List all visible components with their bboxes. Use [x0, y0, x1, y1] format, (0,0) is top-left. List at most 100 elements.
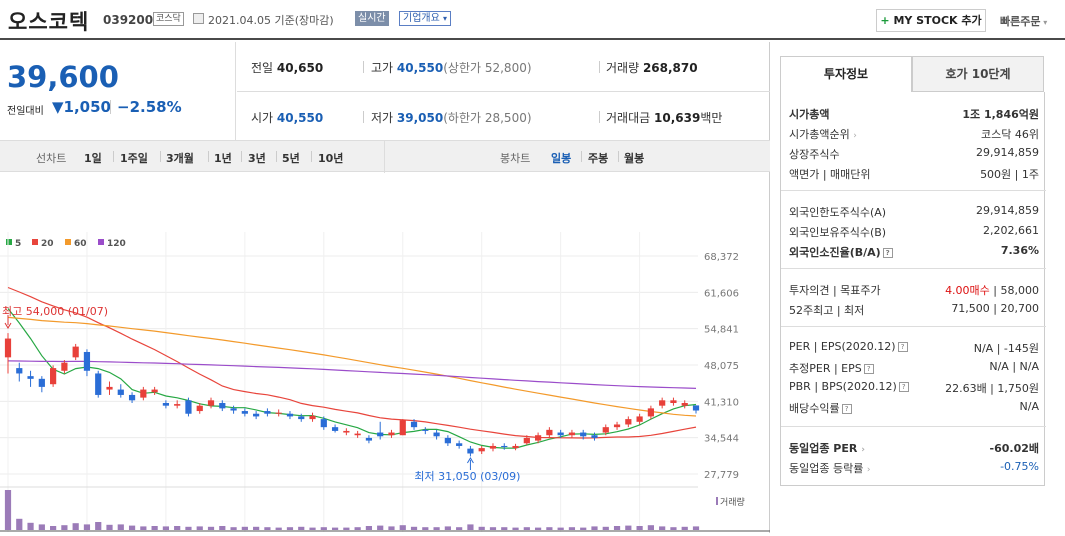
current-price: 39,600: [7, 60, 119, 94]
volume-bar: [264, 527, 271, 530]
volume-bar: [422, 527, 429, 530]
candle-body: [50, 368, 57, 385]
tab-3month[interactable]: 3개월: [166, 152, 194, 165]
candle-body: [253, 413, 260, 417]
candle-body: [343, 430, 350, 433]
help-icon[interactable]: ?: [863, 364, 874, 374]
help-icon[interactable]: ?: [882, 248, 893, 258]
candle-body: [219, 402, 226, 409]
volume-bar: [61, 525, 68, 530]
add-mystock-button[interactable]: + MY STOCK 추가: [876, 9, 986, 32]
volume-bar: [557, 527, 564, 530]
volume-bar: [16, 518, 23, 530]
candle-body: [456, 443, 463, 446]
divider: [581, 151, 582, 162]
candle-body: [399, 420, 406, 436]
divider: [781, 326, 1046, 327]
price-chart[interactable]: 5 20 60 120 68,372 61,606 54,841 48,075 41,310 34…: [0, 172, 770, 533]
volume-bar: [230, 527, 237, 530]
tab-10year[interactable]: 10년: [318, 152, 344, 165]
tab-monthly[interactable]: 월봉: [624, 152, 645, 165]
tab-weekly[interactable]: 주봉: [588, 152, 609, 165]
volume-bar: [207, 526, 215, 530]
candle-body: [72, 346, 79, 358]
candle-body: [591, 435, 598, 438]
volume-bar: [478, 526, 485, 530]
realtime-button[interactable]: 실시간: [355, 11, 389, 26]
quick-order-label: 빠른주문: [1000, 15, 1041, 28]
stock-name: 오스코텍: [8, 10, 90, 34]
volume-bar: [659, 526, 666, 530]
tab-daily[interactable]: 일봉: [551, 152, 572, 165]
market-cap-row: 시가총액 1조 1,846억원: [789, 108, 1039, 121]
divider: [276, 151, 277, 162]
y-tick-label: 61,606: [704, 288, 739, 299]
industry-rate-row[interactable]: 동일업종 등락률 › -0.75%: [789, 460, 1039, 475]
candle-body: [162, 402, 170, 406]
candle-body: [106, 386, 113, 390]
high-price: 고가 40,550(상한가 52,800): [371, 61, 532, 75]
line-chart-label: 선차트: [36, 152, 67, 165]
tab-1day[interactable]: 1일: [84, 152, 102, 165]
divider: [599, 111, 600, 123]
tab-5year[interactable]: 5년: [282, 152, 300, 165]
candle-body: [647, 408, 654, 417]
par-value-row: 액면가 | 매매단위 500원 | 1주: [789, 168, 1039, 181]
candle-body: [83, 351, 91, 371]
volume-bar: [196, 526, 203, 530]
volume-bar: [636, 526, 643, 530]
volume-bar: [27, 522, 34, 530]
volume-bar: [501, 527, 508, 530]
help-icon[interactable]: ?: [897, 342, 908, 352]
divider: [363, 111, 364, 123]
trade-amount: 거래대금 10,639백만: [606, 111, 723, 125]
volume-bar: [512, 527, 519, 530]
volume-bar: [444, 526, 451, 530]
volume-bar: [275, 527, 282, 530]
volume-bar: [625, 525, 632, 530]
company-overview-label: 기업개요: [403, 13, 440, 24]
industry-per-row[interactable]: 동일업종 PER › -60.02배: [789, 442, 1039, 455]
candle-body: [557, 432, 564, 436]
tab-invest-info[interactable]: 투자정보: [780, 56, 912, 92]
tab-orderbook[interactable]: 호가 10단계: [912, 56, 1044, 92]
candle-body: [275, 412, 282, 414]
candle-body: [625, 419, 632, 425]
stock-header: 오스코텍 039200 코스닥 2021.04.05 기준(장마감) 실시간 기…: [0, 0, 1065, 40]
tab-1year[interactable]: 1년: [214, 152, 232, 165]
shares-row: 상장주식수 29,914,859: [789, 146, 1039, 161]
tab-3year[interactable]: 3년: [248, 152, 266, 165]
tab-1week[interactable]: 1주일: [120, 152, 148, 165]
company-overview-button[interactable]: 기업개요 ▾: [399, 11, 452, 26]
add-mystock-label: MY STOCK 추가: [893, 14, 982, 27]
volume-bar: [320, 527, 327, 530]
chart-period-tabs: 선차트 1일 1주일 3개월 1년 3년 5년 10년 봉차트 일봉 주봉 월봉: [0, 140, 770, 173]
price-stats: 전일 40,650 고가 40,550(상한가 52,800) 거래량 268,…: [237, 42, 770, 140]
divider: [384, 141, 385, 173]
foreign-hold-row: 외국인보유주식수(B) 2,202,661: [789, 224, 1039, 239]
volume-bar: [523, 527, 530, 530]
candle-body: [95, 373, 102, 395]
volume-bar: [50, 526, 57, 530]
candle-body: [489, 445, 497, 449]
quick-order-button[interactable]: 빠른주문 ▾: [1000, 13, 1047, 29]
ma-line-120: [7, 360, 697, 389]
candle-body: [512, 445, 519, 449]
candle-body: [16, 368, 23, 374]
change-percent: −2.58%: [117, 98, 182, 116]
candle-body: [27, 376, 34, 379]
volume-bar: [534, 527, 542, 530]
candle-body: [331, 427, 339, 431]
help-icon[interactable]: ?: [898, 382, 909, 392]
volume-legend-swatch: [716, 497, 718, 505]
open-price: 시가 40,550: [251, 111, 324, 125]
stats-row-2: 시가 40,550 저가 39,050(하한가 28,500) 거래대금 10,…: [237, 91, 770, 140]
opinion-row: 투자의견 | 목표주가 4.00매수 | 58,000: [789, 284, 1039, 297]
market-badge: 코스닥: [153, 12, 184, 26]
candle-body: [309, 415, 316, 420]
candle-body: [38, 378, 45, 387]
market-cap-rank-row[interactable]: 시가총액순위 › 코스닥 46위: [789, 128, 1039, 141]
volume-bar: [83, 524, 91, 530]
divider: [781, 190, 1046, 191]
help-icon[interactable]: ?: [841, 404, 852, 414]
